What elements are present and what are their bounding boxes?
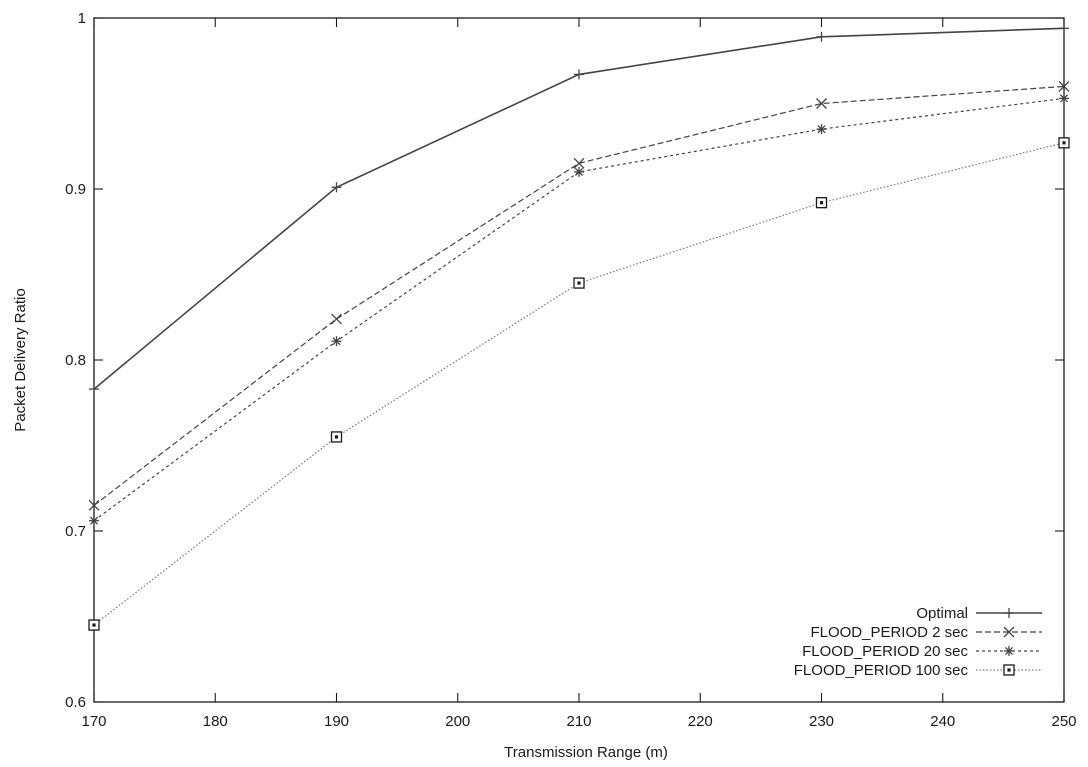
series-3-point: [89, 515, 99, 526]
y-axis-title: Packet Delivery Ratio: [12, 288, 29, 431]
x-axis-title: Transmission Range (m): [504, 744, 668, 761]
y-tick-label: 1: [78, 10, 86, 27]
series-1-point: [89, 384, 99, 395]
legend-marker: [1003, 626, 1015, 638]
series-1-point: [331, 182, 342, 193]
legend-item: FLOOD_PERIOD 20 sec: [802, 643, 1042, 660]
series-line-4: [93, 142, 1065, 626]
y-tick-label: 0.7: [65, 523, 86, 540]
x-tick-label: 220: [688, 713, 713, 730]
series-1-point: [574, 69, 584, 80]
legend-marker: [1004, 608, 1014, 618]
series-2-point: [88, 499, 100, 511]
series-lines: [93, 27, 1065, 626]
series-2-point: [816, 98, 827, 109]
series-markers: [88, 23, 1070, 631]
legend-item: FLOOD_PERIOD 2 sec: [810, 624, 1042, 641]
legend-marker: [1004, 646, 1014, 656]
legend-item: FLOOD_PERIOD 100 sec: [794, 662, 1042, 679]
x-tick-label: 180: [203, 713, 228, 730]
x-tick-label: 170: [81, 713, 106, 730]
series-3-point: [816, 124, 827, 135]
x-tick-label: 240: [930, 713, 955, 730]
y-tick-label: 0.6: [65, 694, 86, 711]
series-4-point: [815, 197, 828, 209]
legend-item: Optimal: [916, 605, 1042, 622]
y-tick-label: 0.8: [65, 352, 86, 369]
series-4-point: [1058, 137, 1070, 149]
legend-label: FLOOD_PERIOD 100 sec: [794, 662, 969, 679]
x-tick-label: 200: [445, 713, 470, 730]
x-tick-label: 190: [324, 713, 349, 730]
series-3-point: [1059, 93, 1069, 104]
series-line-3: [93, 97, 1065, 522]
series-1-point: [816, 31, 827, 42]
series-2-point: [1058, 80, 1070, 92]
x-tick-label: 230: [809, 713, 834, 730]
series-4-point: [573, 277, 585, 289]
series-3-point: [574, 166, 584, 177]
plot-frame: [93, 17, 1065, 703]
series-line-1: [93, 27, 1065, 390]
axis-tick-labels: 170 180 190 200 210 220 230 240 250 0.6 0.7 0.8 0.9 1: [65, 10, 1076, 730]
plot-border: [93, 17, 1065, 703]
series-4-point: [88, 619, 100, 631]
series-2-point: [573, 157, 585, 169]
series-2-point: [331, 313, 342, 325]
series-1-point: [1059, 23, 1069, 34]
x-tick-label: 250: [1051, 713, 1076, 730]
legend-label: FLOOD_PERIOD 20 sec: [802, 643, 968, 660]
axis-ticks: [93, 17, 1065, 703]
legend: Optimal FLOOD_PERIOD 2 sec FLOOD_PERIOD 20…: [794, 605, 1042, 679]
legend-label: FLOOD_PERIOD 2 sec: [810, 624, 968, 641]
x-tick-label: 210: [566, 713, 591, 730]
series-line-2: [93, 85, 1065, 506]
legend-marker: [1003, 664, 1015, 676]
series-3-point: [331, 336, 342, 347]
y-tick-label: 0.9: [65, 181, 86, 198]
series-4-point: [330, 431, 343, 443]
legend-label: Optimal: [916, 605, 968, 622]
